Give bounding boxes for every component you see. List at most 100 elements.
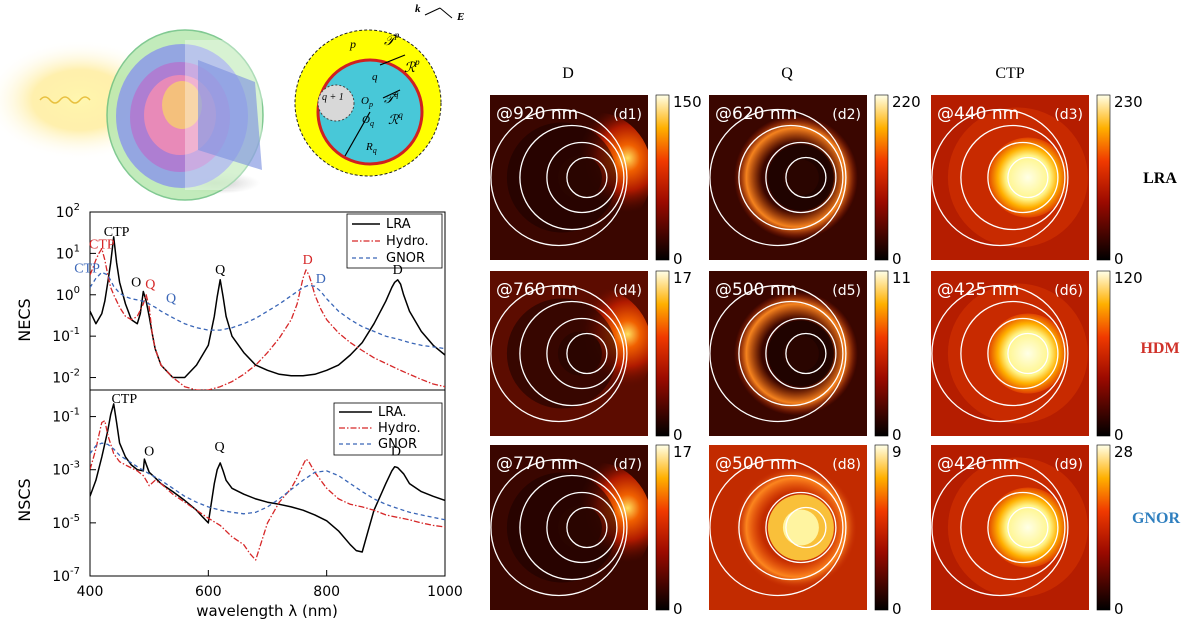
panel-id: (d8) [832,457,861,473]
shell-outline [987,317,1059,390]
legend-hydro: Hydro. [386,234,429,249]
colorbar-max: 120 [1114,269,1143,287]
legend-hydro: Hydro. [378,421,421,436]
colorbar [874,270,889,437]
peak-label: D [303,253,313,268]
nscs-series [90,403,445,561]
field-map-image [490,95,648,260]
colorbar-max: 28 [1114,443,1133,461]
shell-outline [765,491,837,564]
colorbar [655,444,670,611]
field-map-image [931,271,1089,436]
label-Rq: ℛq [388,110,403,127]
panel-id: (d1) [613,107,642,123]
peak-label: CTP [89,238,115,253]
peak-label: Q [215,440,225,455]
y-tick-label: 10-2 [52,368,80,387]
peak-label: O [131,275,141,290]
panel-id: (d6) [1054,283,1083,299]
shell-outline [566,332,608,375]
colorbar [655,270,670,437]
colorbar-min: 0 [673,426,683,444]
panel-wavelength: @500 nm [715,454,797,474]
panel-wavelength: @620 nm [715,104,797,124]
label-inner-core: q + 1 [322,92,344,103]
column-label-ctp: CTP [995,65,1024,82]
series-line-necs-2 [90,271,445,350]
label-Op: Op [361,95,373,109]
y-tick-label: 10-7 [52,566,80,585]
panel-id: (d7) [613,457,642,473]
panel-id: (d9) [1054,457,1083,473]
colorbar-max: 17 [673,269,692,287]
panel-wavelength: @500 nm [715,280,797,300]
shell-outline [1007,506,1049,549]
field-map-image [709,271,867,436]
field-map-panel: @760 nm (d4) 17 0 [490,269,692,444]
shell-outline [519,300,625,407]
x-tick-label: 1000 [427,584,463,600]
colorbar-max: 150 [673,93,702,111]
colorbar-max: 220 [892,93,921,111]
colorbar-min: 0 [1114,426,1124,444]
colorbar-max: 9 [892,443,902,461]
xlabel: wavelength λ (nm) [196,602,338,620]
column-label-q: Q [781,65,793,82]
colorbar-min: 0 [673,600,683,618]
panel-id: (d5) [832,283,861,299]
legend-gnor: GNOR [386,251,425,266]
y-tick-label: 10-5 [52,513,80,532]
shell-outline [546,491,618,564]
shell-outline [931,284,1069,423]
y-tick-label: 10-1 [52,326,80,345]
shell-outline [490,458,628,597]
colorbar-max: 230 [1114,93,1143,111]
y-tick-label: 10-3 [52,460,80,479]
shell-outline [785,156,827,199]
shell-outline [709,284,847,423]
shell-outline [765,141,837,214]
field-map-panel: @770 nm (d7) 17 0 [490,443,692,618]
legend-gnor: GNOR [378,437,417,452]
y-tick-label: 101 [56,243,80,262]
peak-label: D [316,272,326,287]
peak-label: O [144,444,154,459]
panel-id: (d2) [832,107,861,123]
field-map-panel: @440 nm (d3) 230 0 [931,93,1143,268]
column-label-d: D [562,65,574,82]
peak-label: Q [215,263,225,278]
field-map-panel: @425 nm (d6) 120 0 [931,269,1143,444]
panel-id: (d4) [613,283,642,299]
label-p: p [349,37,356,51]
field-map-image [490,271,648,436]
colorbar-min: 0 [1114,600,1124,618]
panel-wavelength: @425 nm [937,280,1019,300]
colorbar-max: 17 [673,443,692,461]
colorbar-min: 0 [1114,250,1124,268]
panel-wavelength: @770 nm [496,454,578,474]
peak-label: CTP [104,225,130,240]
shell-outline [1007,332,1049,375]
panel-wavelength: @420 nm [937,454,1019,474]
label-Oq: Oq [362,114,374,128]
series-line-necs-0 [90,236,445,379]
panel-wavelength: @440 nm [937,104,1019,124]
peak-label: D [393,263,403,278]
series-line-nscs-2 [90,442,445,521]
series-line-necs-1 [90,248,445,390]
field-map-image [709,445,867,610]
colorbar-min: 0 [892,426,902,444]
field-map-panel: @420 nm (d9) 28 0 [931,443,1133,618]
shell-outline [785,506,827,549]
shell-outline [709,108,847,247]
shell-outline [519,124,625,231]
colorbar [1096,444,1111,611]
shell-outline [519,474,625,581]
x-tick-label: 400 [77,584,104,600]
layered-sphere-illustration [0,29,264,201]
label-Rp: ℛp [404,57,420,76]
shell-outline [738,474,844,581]
